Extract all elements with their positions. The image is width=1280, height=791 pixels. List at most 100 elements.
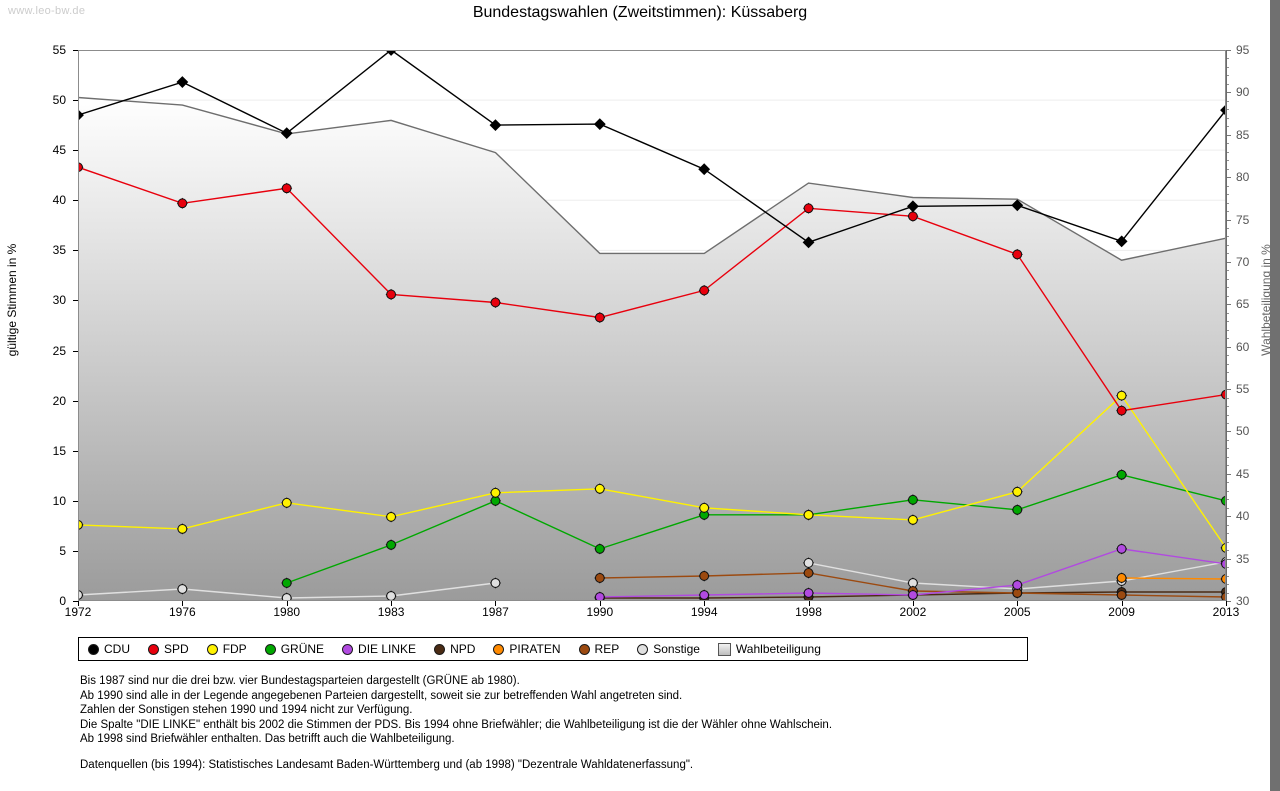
datapoint-cdu[interactable] [1115, 235, 1128, 248]
x-axis-tick-label: 1998 [795, 605, 822, 619]
y-axis-minor-tick-right [1226, 66, 1229, 68]
y-axis-minor-tick-right [1226, 456, 1229, 458]
datapoint-rep[interactable] [803, 568, 814, 578]
y-axis-minor-tick-right [1226, 321, 1229, 323]
datapoint-sonstige[interactable] [803, 558, 814, 568]
line-grüne [286, 474, 1226, 584]
datapoint-spd[interactable] [908, 211, 918, 222]
y-axis-tick-label-right: 45 [1236, 466, 1250, 481]
datapoint-fdp[interactable] [490, 487, 501, 498]
datapoint-grüne[interactable] [1012, 504, 1023, 515]
datapoint-cdu[interactable] [1220, 104, 1226, 117]
y-axis-tick-left [73, 550, 78, 552]
datapoint-rep[interactable] [1116, 590, 1127, 600]
legend-dot-icon [88, 643, 99, 655]
datapoint-spd[interactable] [281, 183, 292, 194]
x-axis-tick-label: 1990 [586, 605, 614, 619]
datapoint-cdu[interactable] [78, 109, 84, 122]
y-axis-minor-tick-right [1226, 168, 1229, 170]
legend-dot-icon [148, 643, 159, 655]
datapoint-cdu[interactable] [280, 127, 293, 140]
legend-label: NPD [450, 642, 476, 656]
datapoint-spd[interactable] [803, 203, 814, 214]
datapoint-cdu[interactable] [698, 163, 711, 176]
x-axis-tick [495, 601, 497, 606]
datapoint-die-linke[interactable] [1012, 580, 1023, 590]
datapoint-grüne[interactable] [908, 494, 918, 505]
legend-item-spd[interactable]: SPD [139, 642, 198, 656]
datapoint-cdu[interactable] [489, 119, 502, 132]
datapoint-cdu[interactable] [907, 200, 919, 213]
datapoint-sonstige[interactable] [177, 584, 188, 594]
scrollbar-thumb[interactable] [1270, 0, 1280, 791]
datapoint-rep[interactable] [594, 573, 605, 583]
datapoint-spd[interactable] [594, 312, 605, 323]
datapoint-spd[interactable] [78, 162, 83, 173]
legend-item-npd[interactable]: NPD [425, 642, 484, 656]
datapoint-sonstige[interactable] [490, 578, 501, 588]
y-axis-tick-label-left: 25 [52, 343, 66, 358]
datapoint-grüne[interactable] [1116, 469, 1127, 480]
datapoint-fdp[interactable] [803, 509, 814, 520]
datapoint-die-linke[interactable] [699, 590, 710, 600]
datapoint-fdp[interactable] [594, 483, 605, 494]
datapoint-spd[interactable] [177, 198, 188, 209]
datapoint-cdu[interactable] [385, 50, 397, 56]
datapoint-die-linke[interactable] [1116, 544, 1127, 554]
legend-item-wahlbeteiligung[interactable]: Wahlbeteiligung [709, 642, 830, 656]
legend-item-sonstige[interactable]: Sonstige [628, 642, 709, 656]
datapoint-spd[interactable] [1116, 405, 1127, 416]
datapoint-grüne[interactable] [386, 539, 396, 550]
datapoint-fdp[interactable] [1116, 390, 1127, 401]
x-axis-tick [1017, 601, 1019, 606]
datapoint-spd[interactable] [1012, 249, 1023, 260]
datapoint-spd[interactable] [699, 285, 710, 296]
datapoint-cdu[interactable] [1011, 199, 1024, 212]
datapoint-fdp[interactable] [699, 502, 710, 513]
y-axis-minor-tick-right [1226, 185, 1229, 187]
datapoint-cdu[interactable] [593, 118, 606, 131]
datapoint-cdu[interactable] [802, 236, 815, 249]
datapoint-spd[interactable] [490, 297, 501, 308]
datapoint-die-linke[interactable] [594, 592, 605, 601]
y-axis-minor-tick-right [1226, 533, 1229, 535]
legend-label: FDP [222, 642, 247, 656]
datapoint-fdp[interactable] [908, 514, 918, 525]
legend-item-fdp[interactable]: FDP [198, 642, 256, 656]
x-axis-tick [1121, 601, 1123, 606]
datapoint-die-linke[interactable] [803, 588, 814, 598]
datapoint-sonstige[interactable] [78, 590, 83, 600]
datapoint-rep[interactable] [699, 571, 710, 581]
legend-item-rep[interactable]: REP [570, 642, 629, 656]
line-spd [78, 166, 1226, 412]
datapoint-cdu[interactable] [176, 76, 189, 88]
y-axis-tick-label-right: 75 [1236, 212, 1250, 227]
legend-dot-icon [578, 643, 590, 655]
y-axis-minor-tick-right [1226, 499, 1229, 501]
datapoint-sonstige[interactable] [281, 593, 292, 601]
datapoint-grüne[interactable] [281, 578, 292, 588]
datapoint-fdp[interactable] [386, 511, 396, 522]
legend-item-cdu[interactable]: CDU [79, 642, 139, 656]
datapoint-fdp[interactable] [177, 523, 188, 534]
datapoint-fdp[interactable] [78, 519, 83, 530]
legend-item-piraten[interactable]: PIRATEN [484, 642, 569, 656]
datapoint-grüne[interactable] [594, 544, 605, 554]
datapoint-sonstige[interactable] [386, 591, 396, 601]
datapoint-die-linke[interactable] [908, 590, 918, 600]
legend-item-grüne[interactable]: GRÜNE [256, 642, 333, 656]
datapoint-fdp[interactable] [1012, 486, 1023, 497]
y-axis-minor-tick-right [1226, 236, 1229, 238]
datapoint-spd[interactable] [386, 289, 396, 300]
y-axis-tick-label-right: 70 [1236, 254, 1250, 269]
y-axis-tick-label-right: 90 [1236, 85, 1250, 100]
y-axis-tick-left [73, 300, 78, 302]
y-axis-minor-tick-right [1226, 160, 1229, 162]
y-axis-tick-label-left: 30 [52, 293, 66, 308]
datapoint-piraten[interactable] [1116, 573, 1127, 583]
legend-dot-icon [264, 643, 276, 655]
y-axis-tick-label-left: 20 [52, 393, 66, 408]
datapoint-fdp[interactable] [281, 497, 292, 508]
legend-item-die-linke[interactable]: DIE LINKE [333, 642, 425, 656]
x-axis-tick [391, 601, 393, 606]
